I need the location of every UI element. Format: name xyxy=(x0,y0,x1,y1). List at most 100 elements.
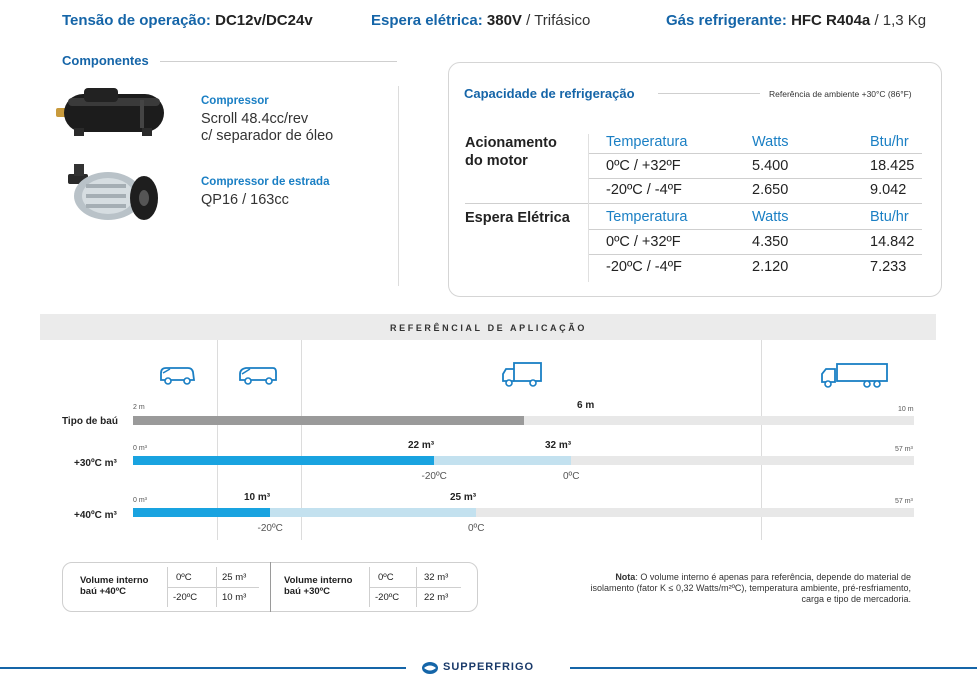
gas-label: Gás refrigerante: xyxy=(666,12,787,29)
standby-label: Espera elétrica: xyxy=(371,12,483,29)
components-title: Componentes xyxy=(62,53,149,68)
plus40-fill-minus20 xyxy=(133,508,270,517)
volume-table-divider xyxy=(270,562,271,612)
vol-left-label-2: baú +40ºC xyxy=(80,586,126,597)
plus40-mark-0: 25 m³ xyxy=(450,492,477,503)
plus40-mark-minus20: 10 m³ xyxy=(244,492,271,503)
row-divider xyxy=(588,229,922,230)
voltage-label: Tensão de operação: xyxy=(62,12,211,29)
group-1-label-line2: do motor xyxy=(465,153,528,169)
components-divider xyxy=(160,61,397,62)
body-type-fill xyxy=(133,416,524,425)
scroll-compressor-image xyxy=(56,88,164,136)
van-icon xyxy=(160,367,196,385)
cell-g2-r2-watts: 2.120 xyxy=(752,259,789,275)
note-text: : O volume interno é apenas para referên… xyxy=(590,572,911,604)
plus40-label: +40ºC m³ xyxy=(74,510,117,521)
semi-truck-icon xyxy=(821,363,888,388)
plus40-temp-0: 0ºC xyxy=(468,523,485,534)
plus30-fill-minus20 xyxy=(133,456,434,465)
capacity-box xyxy=(448,62,942,297)
header-watts-2: Watts xyxy=(752,209,789,225)
plus30-temp-0: 0ºC xyxy=(563,471,580,482)
plus40-fill-0 xyxy=(133,508,476,517)
ambient-reference: Referência de ambiente +30°C (86°F) xyxy=(769,89,912,99)
vol-right-r2-vol: 22 m³ xyxy=(424,592,449,603)
cell-g2-r1-btu: 14.842 xyxy=(870,234,915,250)
table-column-divider xyxy=(588,134,589,282)
header-temperature-2: Temperatura xyxy=(606,209,688,225)
cell-g1-r1-temp: 0ºC / +32ºF xyxy=(606,158,681,174)
standby-value: 380V xyxy=(486,12,522,29)
supperfrigo-logo-icon xyxy=(422,662,438,674)
vol-right-r1-temp: 0ºC xyxy=(378,572,394,583)
footer-line-right xyxy=(570,667,977,669)
component-2-line1: QP16 / 163cc xyxy=(201,192,289,208)
gas-spec: Gás refrigerante: HFC R404a / 1,3 Kg xyxy=(666,12,926,29)
vol-left-r2-temp: -20ºC xyxy=(173,592,198,603)
grid-line xyxy=(217,340,218,540)
cell-g1-r1-btu: 18.425 xyxy=(870,158,915,174)
cell-g1-r1-watts: 5.400 xyxy=(752,158,789,174)
plus30-mark-minus20: 22 m³ xyxy=(408,440,435,451)
cell-g2-r2-temp: -20ºC / -4ºF xyxy=(606,259,682,275)
road-compressor-image xyxy=(68,164,158,220)
plus30-track xyxy=(133,456,914,465)
capacity-title: Capacidade de refrigeração xyxy=(464,86,635,101)
header-btu: Btu/hr xyxy=(870,134,909,150)
component-1-line2: c/ separador de óleo xyxy=(201,128,334,144)
cell-g2-r2-btu: 7.233 xyxy=(870,259,907,275)
grid-line xyxy=(301,340,302,540)
referential-band xyxy=(40,314,936,340)
header-temperature: Temperatura xyxy=(606,134,688,150)
vol-row-line xyxy=(167,587,259,588)
grid-line xyxy=(761,340,762,540)
standby-rest: / Trifásico xyxy=(526,12,591,29)
vol-left-r1-temp: 0ºC xyxy=(176,572,192,583)
voltage-spec: Tensão de operação: DC12v/DC24v xyxy=(62,12,313,29)
row-divider xyxy=(588,178,922,179)
plus30-max: 57 m³ xyxy=(895,446,913,453)
group-1-label-line1: Acionamento xyxy=(465,135,557,151)
van-icon xyxy=(239,367,277,385)
brand-name: SUPPERFRIGO xyxy=(443,661,535,673)
body-type-track xyxy=(133,416,914,425)
vol-right-r1-vol: 32 m³ xyxy=(424,572,449,583)
cell-g1-r2-btu: 9.042 xyxy=(870,182,907,198)
footer-line-left xyxy=(0,667,406,669)
vol-left-r2-vol: 10 m³ xyxy=(222,592,247,603)
plus30-mark-0: 32 m³ xyxy=(545,440,572,451)
group-2-label: Espera Elétrica xyxy=(465,210,570,226)
cell-g2-r1-watts: 4.350 xyxy=(752,234,789,250)
plus40-track xyxy=(133,508,914,517)
standby-spec: Espera elétrica: 380V / Trifásico xyxy=(371,12,590,29)
vol-left-label-1: Volume interno xyxy=(80,575,149,586)
vol-left-r1-vol: 25 m³ xyxy=(222,572,247,583)
body-type-max: 10 m xyxy=(898,406,914,413)
plus30-label: +30ºC m³ xyxy=(74,458,117,469)
body-type-min: 2 m xyxy=(133,404,145,411)
vol-right-label-1: Volume interno xyxy=(284,575,353,586)
gas-rest: / 1,3 Kg xyxy=(874,12,927,29)
group-divider xyxy=(465,203,922,204)
box-truck-icon xyxy=(502,362,542,387)
plus40-min: 0 m³ xyxy=(133,497,147,504)
plus40-max: 57 m³ xyxy=(895,498,913,505)
capacity-title-divider xyxy=(658,93,760,94)
vol-row-line xyxy=(369,587,461,588)
vol-right-r2-temp: -20ºC xyxy=(375,592,400,603)
gas-value: HFC R404a xyxy=(791,12,871,29)
referential-title: REFERÊNCIAL DE APLICAÇÃO xyxy=(390,323,587,333)
component-1-line1: Scroll 48.4cc/rev xyxy=(201,111,309,127)
plus30-min: 0 m³ xyxy=(133,445,147,452)
cell-g1-r2-watts: 2.650 xyxy=(752,182,789,198)
plus40-temp-minus20: -20ºC xyxy=(257,523,283,534)
voltage-value: DC12v/DC24v xyxy=(215,12,313,29)
note: Nota: O volume interno é apenas para ref… xyxy=(575,572,911,605)
cell-g2-r1-temp: 0ºC / +32ºF xyxy=(606,234,681,250)
body-type-mark: 6 m xyxy=(577,400,595,411)
row-divider xyxy=(588,254,922,255)
header-btu-2: Btu/hr xyxy=(870,209,909,225)
plus30-temp-minus20: -20ºC xyxy=(421,471,447,482)
header-watts: Watts xyxy=(752,134,789,150)
